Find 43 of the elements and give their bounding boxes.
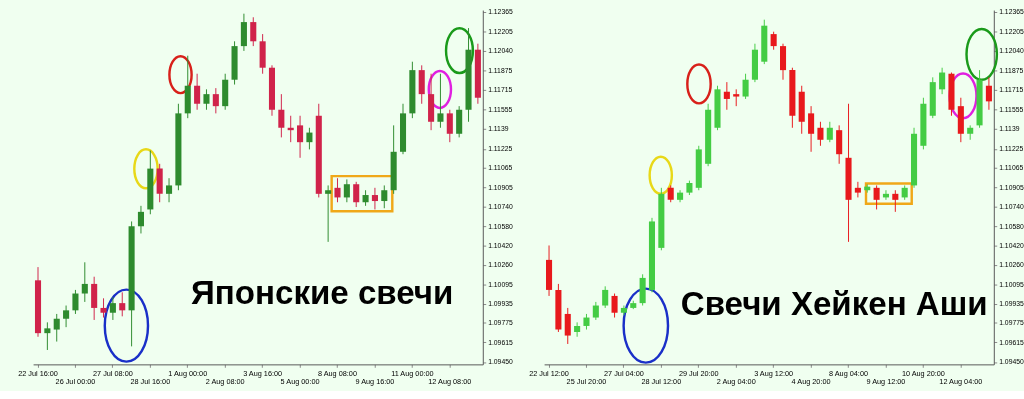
candlestick [939, 67, 946, 95]
candlestick [873, 184, 880, 210]
candlestick [306, 127, 313, 150]
candlestick [63, 305, 70, 328]
annotation: Японские свечи [191, 274, 454, 312]
candlestick [250, 16, 257, 47]
candlestick [194, 73, 201, 111]
candlestick [334, 177, 341, 203]
candlestick [119, 291, 126, 317]
candlestick [100, 297, 107, 319]
candlestick [137, 205, 144, 234]
candlestick [808, 105, 815, 153]
candlestick [343, 178, 350, 203]
candlestick [826, 121, 833, 143]
candlestick [72, 289, 79, 315]
candlestick [574, 321, 581, 338]
candlestick [817, 121, 824, 147]
candlestick [44, 321, 51, 351]
candlestick [723, 81, 730, 111]
candlestick [592, 301, 599, 321]
candlestick [602, 285, 609, 309]
candlestick [297, 115, 304, 159]
candlestick [854, 181, 861, 198]
candlestick [325, 184, 332, 243]
candlestick [353, 181, 360, 208]
candlestick [611, 293, 618, 319]
candlestick [53, 313, 60, 343]
candlestick [381, 184, 388, 209]
candlestick [212, 87, 219, 114]
candlestick [742, 73, 749, 100]
candlestick [109, 296, 116, 321]
candlestick [770, 31, 777, 51]
candlestick [81, 261, 88, 303]
candlestick [446, 109, 453, 143]
candlestick [203, 88, 210, 111]
candlestick [278, 93, 285, 138]
candlestick [564, 307, 571, 345]
candlestick [371, 187, 378, 210]
candlestick [985, 76, 992, 111]
candlestick [892, 189, 899, 213]
candlestick [165, 177, 173, 203]
candlestick [437, 73, 444, 129]
annotation: Свечи Хейкен Аши [680, 284, 988, 322]
